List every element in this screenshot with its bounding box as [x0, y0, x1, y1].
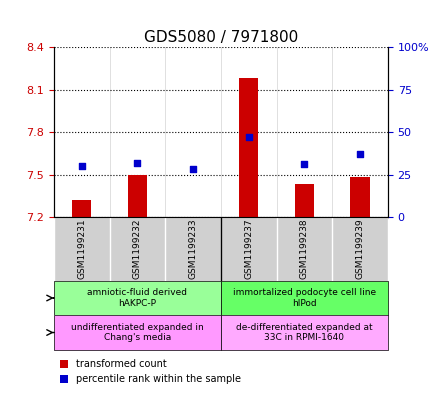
Bar	[238, 78, 258, 217]
Bar	[72, 200, 91, 217]
Text: undifferentiated expanded in
Chang's media: undifferentiated expanded in Chang's med…	[71, 323, 203, 342]
Text: GSM1199233: GSM1199233	[188, 219, 197, 279]
Point	[245, 134, 252, 140]
Bar	[127, 174, 147, 217]
Text: GSM1199238: GSM1199238	[299, 219, 308, 279]
Text: GSM1199231: GSM1199231	[77, 219, 86, 279]
Title: GDS5080 / 7971800: GDS5080 / 7971800	[144, 29, 297, 44]
Text: immortalized podocyte cell line
hIPod: immortalized podocyte cell line hIPod	[232, 288, 375, 308]
Text: GSM1199232: GSM1199232	[132, 219, 141, 279]
Point	[78, 163, 85, 169]
Point	[134, 160, 141, 166]
Bar	[294, 184, 313, 217]
Text: GSM1199237: GSM1199237	[244, 219, 253, 279]
Point	[189, 166, 196, 173]
Bar	[350, 177, 369, 217]
Point	[356, 151, 362, 157]
Text: amniotic-fluid derived
hAKPC-P: amniotic-fluid derived hAKPC-P	[87, 288, 187, 308]
Text: de-differentiated expanded at
33C in RPMI-1640: de-differentiated expanded at 33C in RPM…	[236, 323, 372, 342]
Text: GSM1199239: GSM1199239	[355, 219, 364, 279]
Point	[300, 161, 307, 167]
Legend: transformed count, percentile rank within the sample: transformed count, percentile rank withi…	[56, 356, 244, 388]
